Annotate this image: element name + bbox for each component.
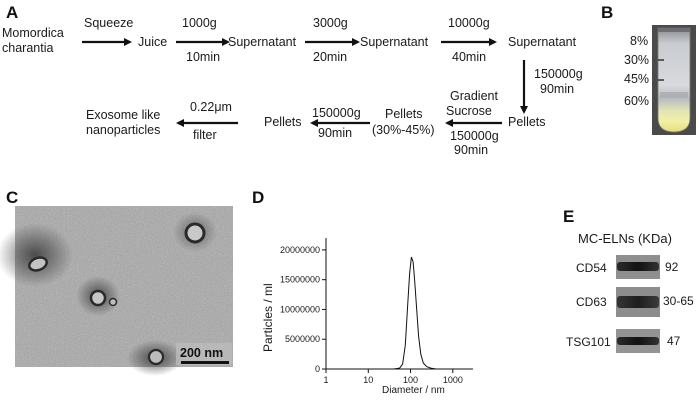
- chart-y-ticks: 0 5000000 10000000 15000000 20000000: [280, 245, 326, 374]
- flow-end-line1: Exosome like: [86, 108, 160, 122]
- tube-label-45: 45%: [624, 72, 649, 86]
- flow-supernatant2: Supernatant: [360, 35, 429, 49]
- flow-supernatant1: Supernatant: [228, 35, 297, 49]
- blot-protein-cd63: CD63: [576, 295, 607, 309]
- chart-x-tick-label: 10: [363, 375, 373, 385]
- chart-y-tick-label: 5000000: [285, 334, 320, 344]
- chart-series-line: [393, 256, 437, 370]
- panel-label-a: A: [6, 3, 18, 22]
- chart-x-tick-label: 1: [323, 375, 328, 385]
- blot-band-tsg101: [617, 337, 659, 345]
- flow-pellets3: Pellets: [264, 115, 302, 129]
- chart-y-tick-label: 0: [315, 364, 320, 374]
- tube-label-8: 8%: [630, 34, 648, 48]
- blot-kda-cd63: 30-65: [663, 294, 694, 308]
- tem-vesicle-2: [28, 256, 48, 272]
- gradient-tube: 8% 30% 45% 60%: [624, 25, 696, 135]
- flow-step5-time: 90min: [454, 143, 488, 157]
- flow-step2-speed: 3000g: [313, 16, 348, 30]
- chart-x-tick-label: 1000: [443, 375, 463, 385]
- blot-kda-cd54: 92: [665, 260, 679, 274]
- blot-band-cd63: [617, 296, 659, 308]
- flow-filter-label: filter: [193, 128, 217, 142]
- chart-y-label: Particles / ml: [261, 283, 275, 352]
- tem-vesicle-5: [147, 348, 165, 366]
- flow-step3-time: 40min: [452, 50, 486, 64]
- flow-step6-speed: 150000g: [312, 106, 361, 120]
- flow-step5-speed: 150000g: [450, 129, 499, 143]
- flow-filter-size: 0.22μm: [190, 100, 232, 114]
- chart-x-label: Diameter / nm: [382, 385, 445, 396]
- chart-x-ticks: 1 10 100 1000: [323, 369, 463, 385]
- blot-protein-tsg101: TSG101: [566, 335, 611, 349]
- tube-label-60: 60%: [624, 94, 649, 108]
- blot-protein-cd54: CD54: [576, 261, 607, 275]
- flow-gradient-line2: Sucrose: [446, 104, 492, 118]
- tem-scale-label: 200 nm: [180, 346, 223, 360]
- tem-vesicle-4: [108, 297, 118, 307]
- panel-label-e: E: [563, 207, 574, 226]
- flow-step4-time: 90min: [540, 82, 574, 96]
- flow-step4-speed: 150000g: [534, 67, 583, 81]
- flow-step3-speed: 10000g: [448, 16, 490, 30]
- flow-gradient-line1: Gradient: [450, 89, 498, 103]
- tube-band: [660, 92, 688, 98]
- panel-label-d: D: [252, 188, 264, 207]
- flow-juice: Juice: [138, 35, 167, 49]
- tem-vesicle-3: [89, 289, 107, 307]
- flow-supernatant3: Supernatant: [508, 35, 577, 49]
- chart-y-tick-label: 15000000: [280, 275, 320, 285]
- flow-step2-time: 20min: [313, 50, 347, 64]
- tem-scale-backdrop: [176, 343, 232, 365]
- flow-step6-time: 90min: [318, 126, 352, 140]
- chart-x-tick-label: 100: [403, 375, 418, 385]
- panel-label-c: C: [6, 188, 18, 207]
- tem-dark-region-left: [0, 223, 73, 287]
- flow-pellets2-line2: (30%-45%): [372, 123, 435, 137]
- tem-scale-bar: [181, 361, 229, 364]
- flow-end-line2: nanoparticles: [86, 123, 160, 137]
- flow-start-line2: charantia: [2, 41, 53, 55]
- tube-body: [657, 27, 691, 133]
- flow-squeeze-label: Squeeze: [84, 16, 133, 30]
- tube-label-30: 30%: [624, 53, 649, 67]
- flow-pellets2-line1: Pellets: [385, 107, 423, 121]
- chart-y-tick-label: 20000000: [280, 245, 320, 255]
- flow-step1-time: 10min: [186, 50, 220, 64]
- blot-kda-tsg101: 47: [667, 334, 681, 348]
- panel-label-b: B: [601, 3, 613, 22]
- tube-top-rim: [658, 28, 690, 32]
- blot-band-cd54: [617, 262, 659, 271]
- flow-step1-speed: 1000g: [182, 16, 217, 30]
- tem-vesicle-1: [184, 222, 206, 244]
- western-blot: MC-ELNs (KDa) CD54 92 CD63 30-65 TSG101 …: [566, 231, 694, 353]
- flow-pellets1: Pellets: [508, 115, 546, 129]
- flow-start-line1: Momordica: [2, 26, 64, 40]
- flowchart: Momordica charantia Squeeze Juice 1000g …: [2, 16, 583, 157]
- tem-image: 200 nm: [0, 206, 233, 376]
- western-title: MC-ELNs (KDa): [578, 231, 672, 246]
- chart-y-tick-label: 10000000: [280, 304, 320, 314]
